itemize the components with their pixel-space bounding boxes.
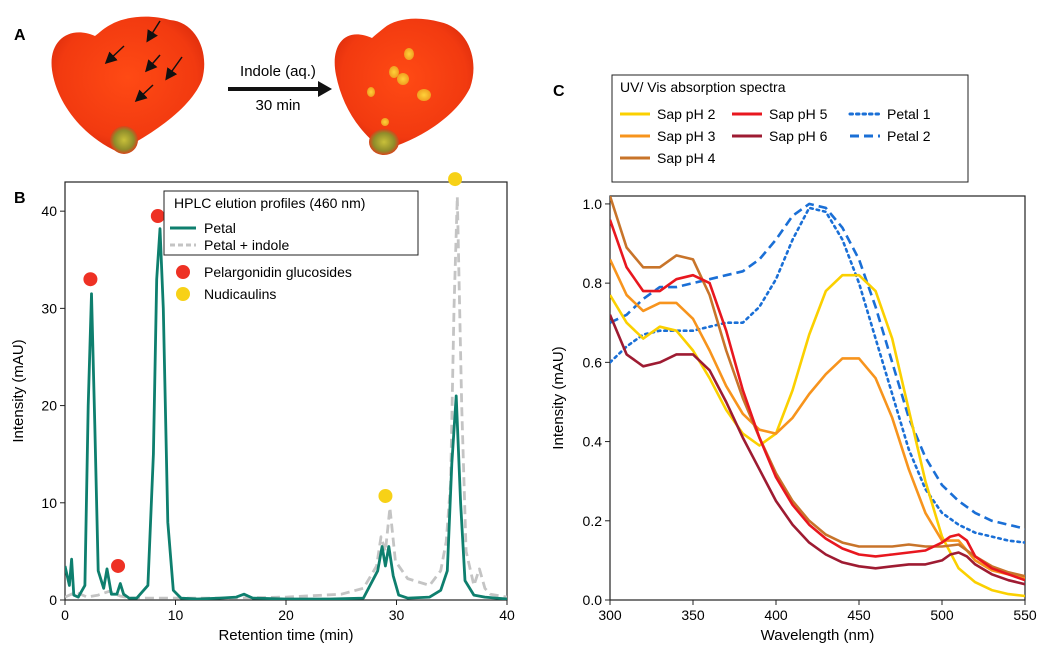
series-line-petal-indole (65, 195, 507, 600)
x-tick-label: 500 (930, 607, 954, 623)
x-tick-label: 400 (764, 607, 788, 623)
peak-marker-pelargonidin-glucosides (150, 209, 165, 224)
legend-label-sap-ph-3: Sap pH 3 (657, 128, 716, 144)
series-line-petal-1 (610, 206, 1025, 544)
reaction-arrow-label-top: Indole (aq.) (240, 63, 316, 80)
panel-b-letter: B (14, 190, 26, 207)
peak-marker-nudicaulins (448, 172, 463, 187)
panel-b: B 0 10 20 30 40 0 10 20 30 40 Retention time (min)… (10, 172, 515, 644)
series-line-sap-ph-6 (610, 314, 1025, 586)
legend-petal: Petal (204, 220, 236, 236)
uv-vis-y-axis-label: Intensity (mAU) (550, 346, 567, 449)
legend-label-sap-ph-5: Sap pH 5 (769, 106, 828, 122)
series-line-petal-2 (610, 202, 1025, 530)
y-tick-label: 0 (49, 592, 57, 608)
y-tick-label: 0.0 (583, 592, 603, 608)
x-tick-label: 40 (499, 607, 515, 623)
y-tick-label: 20 (41, 398, 57, 414)
y-tick-label: 40 (41, 203, 57, 219)
panel-a: A Indole (aq.) 30 min (14, 16, 474, 155)
uv-vis-frame (609, 195, 1026, 601)
spot-arrows (104, 20, 183, 103)
legend-nudicaulins: Nudicaulins (204, 286, 276, 302)
hplc-plot: 0 10 20 30 40 0 10 20 30 40 Retention time (min) In… (10, 172, 515, 644)
series-line-sap-ph-5 (610, 219, 1025, 582)
series-line-petal (65, 227, 507, 600)
y-tick-label: 0.8 (583, 275, 603, 291)
series-line-sap-ph-4 (610, 196, 1025, 578)
peak-marker-nudicaulins (378, 488, 393, 503)
legend-label-sap-ph-2: Sap pH 2 (657, 106, 716, 122)
uv-vis-legend: UV/ Vis absorption spectra Sap pH 2 Sap p… (611, 74, 969, 183)
x-tick-label: 300 (598, 607, 622, 623)
peak-marker-pelargonidin-glucosides (83, 272, 98, 287)
panel-c: C 300 350 400 450 500 550 0.0 0.2 0.4 0.6 0.8 1.0 Wa… (550, 74, 1037, 644)
petal-before-image (51, 16, 205, 154)
petal-after-image (334, 18, 474, 155)
y-tick-label: 0.4 (583, 434, 603, 450)
uv-vis-legend-title: UV/ Vis absorption spectra (620, 79, 786, 95)
legend-label-petal-2: Petal 2 (887, 128, 931, 144)
series-line-sap-ph-3 (610, 258, 1025, 580)
x-tick-label: 450 (847, 607, 871, 623)
yellow-spots (367, 48, 431, 126)
peak-marker-pelargonidin-glucosides (111, 558, 126, 573)
x-tick-label: 350 (681, 607, 705, 623)
panel-c-letter: C (553, 83, 565, 100)
x-tick-label: 30 (389, 607, 405, 623)
hplc-legend-title: HPLC elution profiles (460 nm) (174, 195, 365, 211)
hplc-legend: HPLC elution profiles (460 nm) Petal Pet… (163, 190, 419, 302)
legend-pelargonidin: Pelargonidin glucosides (204, 264, 352, 280)
x-tick-label: 0 (61, 607, 69, 623)
series-line-sap-ph-2 (610, 273, 1025, 598)
y-tick-label: 0.2 (583, 513, 603, 529)
hplc-y-axis-label: Intensity (mAU) (10, 339, 27, 442)
reaction-arrow-label-bottom: 30 min (255, 97, 300, 114)
y-tick-label: 30 (41, 300, 57, 316)
x-tick-label: 550 (1013, 607, 1037, 623)
reaction-arrow: Indole (aq.) 30 min (228, 63, 332, 114)
hplc-x-axis-label: Retention time (min) (218, 627, 353, 644)
legend-label-petal-1: Petal 1 (887, 106, 931, 122)
y-tick-label: 0.6 (583, 354, 603, 370)
uv-vis-x-axis-label: Wavelength (nm) (761, 627, 875, 644)
panel-a-letter: A (14, 27, 26, 44)
legend-label-sap-ph-4: Sap pH 4 (657, 150, 716, 166)
y-tick-label: 10 (41, 495, 57, 511)
legend-petal-indole: Petal + indole (204, 237, 289, 253)
x-tick-label: 20 (278, 607, 294, 623)
legend-marker-nudicaulins (176, 287, 190, 301)
legend-marker-pelargonidin (176, 265, 190, 279)
y-tick-label: 1.0 (583, 196, 603, 212)
uv-vis-plot: 300 350 400 450 500 550 0.0 0.2 0.4 0.6 0.8 1.0 Wave… (550, 195, 1037, 644)
legend-label-sap-ph-6: Sap pH 6 (769, 128, 828, 144)
x-tick-label: 10 (168, 607, 184, 623)
